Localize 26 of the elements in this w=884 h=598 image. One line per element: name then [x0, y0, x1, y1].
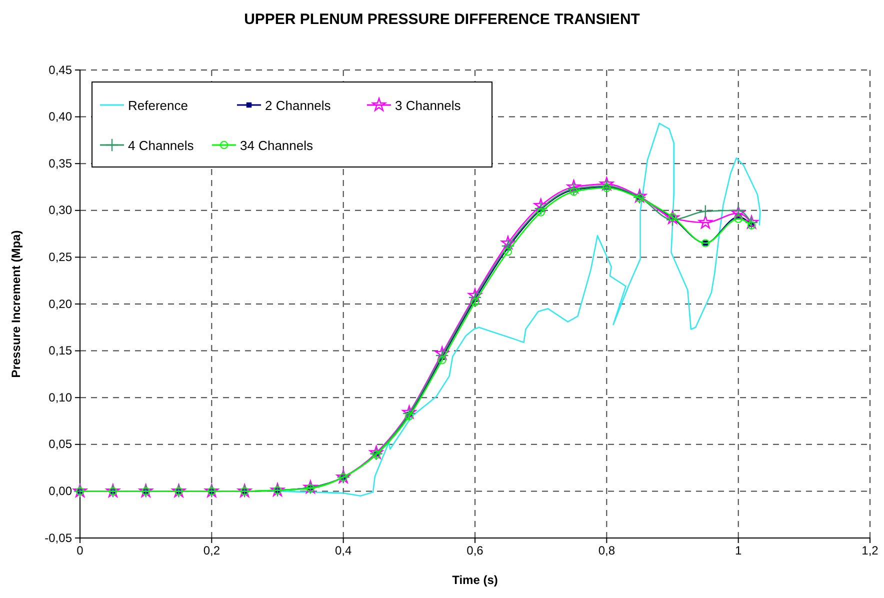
- y-tick-label: 0,00: [48, 484, 72, 498]
- legend-label: 3 Channels: [395, 98, 462, 113]
- y-tick-label: 0,15: [48, 344, 72, 358]
- y-tick-label: 0,40: [48, 110, 72, 124]
- y-tick-label: 0,35: [48, 156, 72, 170]
- x-tick-label: 0,6: [466, 544, 484, 558]
- y-axis-title: Pressure Increment (Mpa): [9, 230, 23, 378]
- y-tick-label: 0,10: [48, 390, 72, 404]
- x-tick-label: 0,4: [334, 544, 352, 558]
- legend-label: 2 Channels: [265, 98, 332, 113]
- x-tick-label: 1: [734, 544, 742, 558]
- x-tick-label: 0,2: [203, 544, 220, 558]
- legend-label: 34 Channels: [240, 138, 314, 153]
- y-tick-label: 0,45: [48, 62, 72, 77]
- y-tick-label: 0,20: [48, 296, 72, 311]
- x-tick-label: 0,8: [598, 544, 616, 558]
- legend-label: 4 Channels: [128, 138, 194, 153]
- y-tick-label: 0,05: [48, 437, 72, 452]
- y-tick-label: 0,30: [48, 203, 72, 218]
- chart-title: UPPER PLENUM PRESSURE DIFFERENCE TRANSIENT: [244, 11, 640, 28]
- x-tick-label: 1,2: [862, 544, 879, 558]
- x-tick-label: 0: [76, 544, 84, 558]
- y-tick-label: -0,05: [44, 530, 72, 545]
- legend-label: Reference: [128, 98, 188, 113]
- y-tick-label: 0,25: [48, 250, 72, 264]
- x-axis-title: Time (s): [452, 573, 498, 587]
